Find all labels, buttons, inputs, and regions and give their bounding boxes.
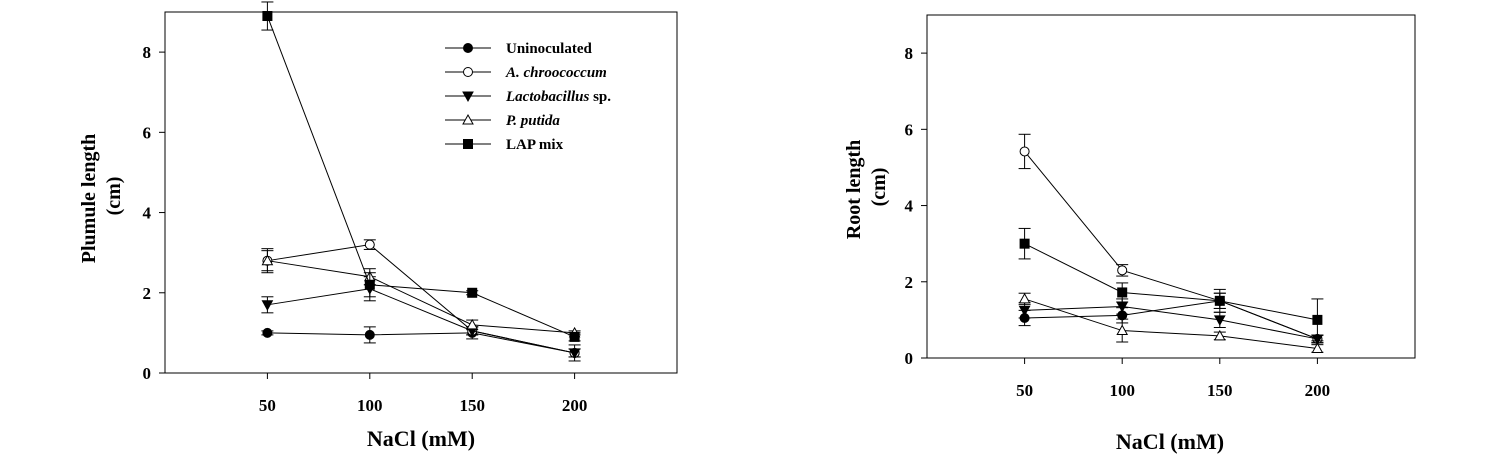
data-point bbox=[364, 279, 375, 290]
series-line bbox=[266, 15, 575, 338]
series-line bbox=[1024, 298, 1318, 349]
y-tick-label: 8 bbox=[143, 43, 152, 62]
series-4 bbox=[261, 1, 581, 342]
y-tick-label: 2 bbox=[905, 273, 914, 292]
legend-label: P. putida bbox=[506, 113, 560, 129]
series-line bbox=[1024, 243, 1318, 321]
x-tick-label: 50 bbox=[1016, 381, 1033, 400]
data-point bbox=[569, 331, 580, 342]
legend-marker bbox=[463, 67, 473, 77]
y-tick-label: 8 bbox=[905, 44, 914, 63]
data-point bbox=[1019, 238, 1030, 249]
y-tick-label: 4 bbox=[143, 204, 152, 223]
data-point bbox=[1116, 302, 1129, 313]
legend-marker bbox=[463, 139, 473, 149]
data-point bbox=[261, 254, 274, 266]
x-tick-label: 200 bbox=[1305, 381, 1331, 400]
data-point bbox=[467, 287, 478, 298]
series-line bbox=[1024, 306, 1318, 340]
y-tick-label: 6 bbox=[143, 123, 152, 142]
series-4 bbox=[1018, 227, 1324, 342]
data-point bbox=[1312, 314, 1323, 325]
legend: Uninoculated A. chroococcum Lactobacillus … bbox=[445, 41, 611, 153]
legend-marker bbox=[462, 113, 474, 125]
data-point bbox=[1019, 146, 1030, 157]
data-point bbox=[1018, 292, 1031, 304]
legend-marker bbox=[462, 91, 474, 103]
x-axis-title: NaCl (mM) bbox=[1116, 429, 1224, 454]
data-point bbox=[262, 11, 273, 22]
data-point bbox=[261, 300, 274, 311]
y-tick-label: 0 bbox=[143, 364, 152, 383]
series-line bbox=[267, 332, 575, 354]
plumule-length-chart: Plumule length (cm) NaCl (mM) 50 100 150 20… bbox=[78, 1, 678, 451]
data-point bbox=[1214, 295, 1225, 306]
x-tick-label: 50 bbox=[259, 396, 276, 415]
series-3 bbox=[1018, 292, 1324, 353]
data-point bbox=[1213, 329, 1226, 341]
series-line bbox=[267, 288, 575, 354]
root-length-chart: Root length (cm) NaCl (mM) 50 100 150 200 0 2… bbox=[843, 14, 1416, 454]
data-point bbox=[1018, 305, 1031, 317]
x-tick-label: 150 bbox=[459, 396, 485, 415]
y-tick-label: 4 bbox=[905, 197, 914, 216]
plot-frame bbox=[926, 14, 1416, 359]
data-point bbox=[466, 318, 479, 330]
data-point bbox=[364, 329, 375, 340]
x-tick-label: 100 bbox=[357, 396, 383, 415]
legend-label: LAP mix bbox=[506, 137, 564, 153]
legend-label: Lactobacillus sp. bbox=[505, 89, 611, 105]
x-tick-label: 200 bbox=[562, 396, 588, 415]
legend-label: A. chroococcum bbox=[505, 65, 607, 81]
plot-frame bbox=[164, 11, 678, 374]
y-tick-label: 2 bbox=[143, 284, 152, 303]
data-point bbox=[1116, 324, 1129, 336]
series-line bbox=[267, 244, 575, 354]
x-tick-label: 100 bbox=[1109, 381, 1135, 400]
y-tick-label: 0 bbox=[905, 349, 914, 368]
data-point bbox=[568, 348, 581, 359]
series-0 bbox=[1018, 292, 1324, 344]
data-point bbox=[262, 327, 273, 338]
legend-label: Uninoculated bbox=[506, 41, 593, 57]
data-point bbox=[1117, 287, 1128, 298]
series-3 bbox=[261, 248, 581, 338]
data-point bbox=[1117, 265, 1128, 276]
series-2 bbox=[1018, 298, 1324, 345]
y-axis-title: Plumule length (cm) bbox=[78, 129, 125, 263]
data-point bbox=[364, 239, 375, 250]
y-axis-title: Root length (cm) bbox=[843, 135, 890, 239]
data-point bbox=[1311, 342, 1324, 353]
x-axis-title: NaCl (mM) bbox=[367, 426, 475, 451]
series-line bbox=[1024, 151, 1318, 340]
x-tick-label: 150 bbox=[1207, 381, 1233, 400]
y-tick-label: 6 bbox=[905, 120, 914, 139]
legend-marker bbox=[463, 43, 473, 53]
data-point bbox=[1213, 315, 1226, 326]
series-line bbox=[267, 260, 575, 334]
